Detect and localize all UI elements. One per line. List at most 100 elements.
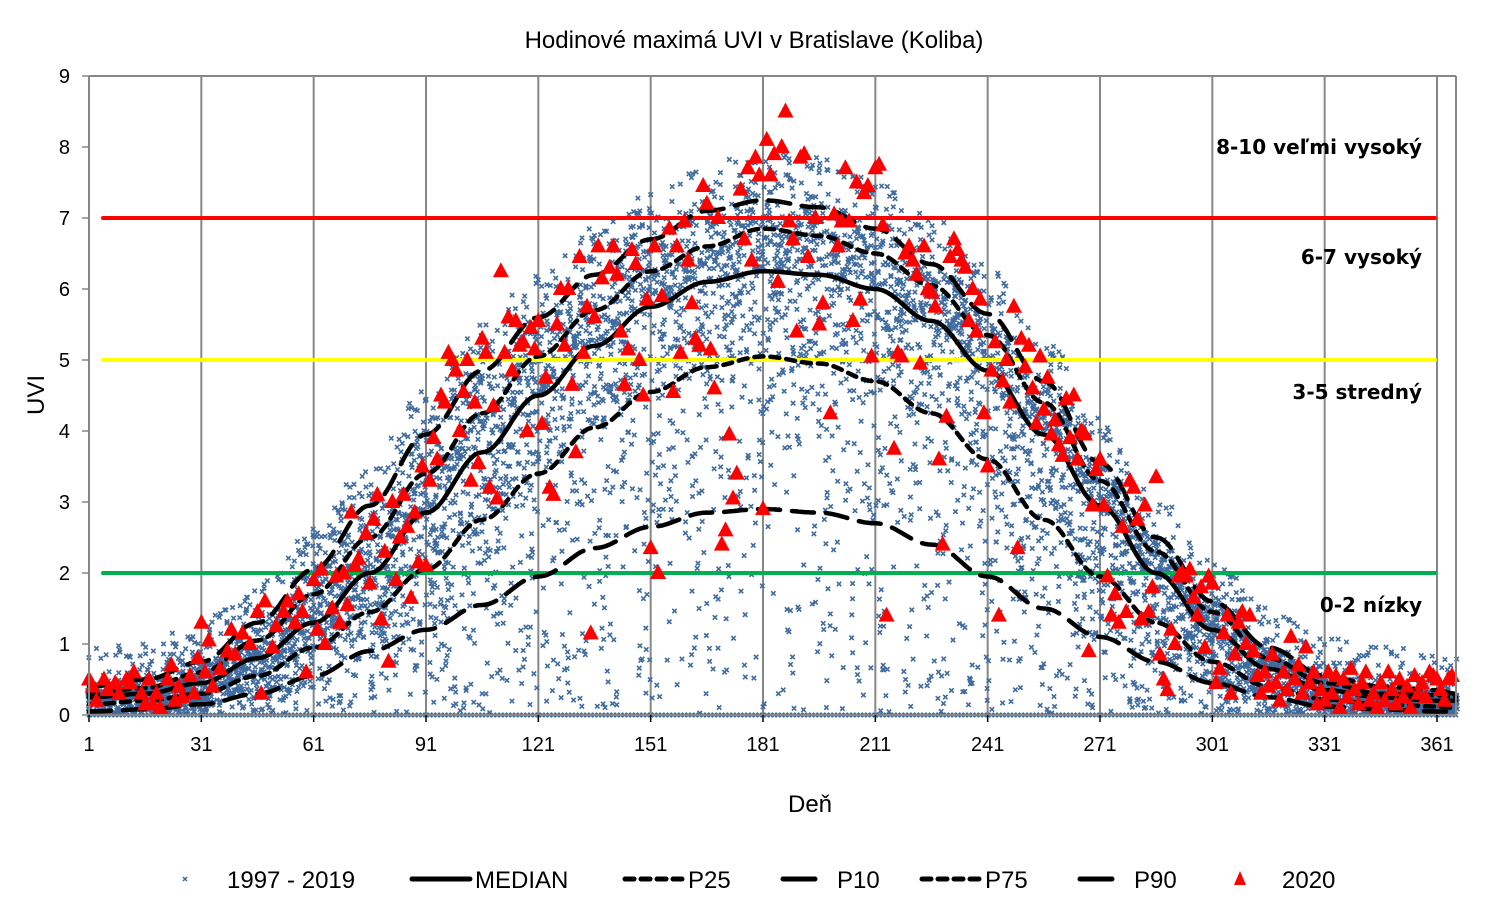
data-point-1997-2019: [356, 630, 362, 636]
data-point-1997-2019: [362, 550, 369, 556]
data-point-1997-2019: [470, 348, 477, 355]
data-point-1997-2019: [307, 650, 314, 657]
data-point-1997-2019: [370, 684, 376, 690]
data-point-1997-2019: [145, 667, 151, 673]
data-point-1997-2019: [224, 620, 230, 626]
data-point-1997-2019: [335, 507, 341, 513]
data-point-1997-2019: [253, 707, 259, 713]
data-point-1997-2019: [392, 672, 399, 678]
data-point-1997-2019: [455, 449, 462, 456]
data-point-1997-2019: [371, 693, 378, 700]
data-point-1997-2019: [391, 634, 397, 640]
data-point-1997-2019: [332, 581, 338, 588]
data-point-1997-2019: [445, 586, 452, 593]
data-point-1997-2019: [414, 663, 420, 669]
data-point-1997-2019: [370, 641, 376, 648]
data-point-1997-2019: [405, 433, 411, 440]
data-point-1997-2019: [310, 602, 317, 609]
data-point-1997-2019: [370, 564, 376, 570]
data-point-1997-2019: [336, 529, 343, 536]
data-point-1997-2019: [352, 672, 359, 679]
data-point-1997-2019: [462, 435, 469, 442]
data-point-1997-2019: [254, 631, 261, 637]
data-point-1997-2019: [448, 595, 455, 601]
data-point-1997-2019: [236, 700, 243, 706]
data-point-1997-2019: [434, 415, 441, 421]
data-point-1997-2019: [261, 585, 267, 592]
data-point-1997-2019: [373, 466, 380, 472]
data-point-1997-2019: [344, 542, 351, 548]
data-point-1997-2019: [308, 661, 315, 667]
data-point-1997-2019: [358, 626, 364, 632]
data-point-1997-2019: [373, 600, 380, 606]
data-point-1997-2019: [365, 542, 372, 549]
data-point-1997-2019: [342, 636, 349, 643]
data-point-1997-2019: [461, 700, 467, 706]
data-point-1997-2019: [452, 499, 458, 506]
data-point-1997-2019: [418, 452, 424, 459]
data-point-1997-2019: [432, 632, 438, 639]
data-point-1997-2019: [418, 533, 425, 540]
data-point-1997-2019: [324, 625, 331, 631]
data-point-1997-2019: [352, 586, 359, 593]
data-point-1997-2019: [115, 642, 122, 649]
data-point-1997-2019: [209, 619, 215, 625]
data-point-1997-2019: [440, 533, 447, 539]
data-point-1997-2019: [413, 581, 420, 587]
data-point-1997-2019: [465, 491, 471, 497]
data-point-1997-2019: [299, 561, 306, 567]
data-point-1997-2019: [411, 487, 418, 494]
data-point-1997-2019: [303, 551, 309, 558]
data-point-1997-2019: [444, 597, 451, 604]
data-point-1997-2019: [182, 646, 189, 652]
data-point-1997-2019: [326, 522, 333, 529]
data-point-1997-2019: [382, 592, 388, 598]
data-point-1997-2019: [285, 555, 292, 561]
data-point-1997-2019: [300, 630, 307, 636]
data-point-1997-2019: [362, 619, 368, 625]
data-point-1997-2019: [301, 536, 308, 542]
data-point-1997-2019: [459, 592, 465, 598]
data-point-1997-2019: [317, 636, 324, 642]
data-point-1997-2019: [234, 672, 240, 679]
data-point-1997-2019: [411, 537, 417, 543]
data-point-1997-2019: [243, 594, 250, 600]
data-point-1997-2019: [390, 563, 397, 569]
data-point-1997-2019: [444, 535, 450, 541]
data-point-1997-2019: [175, 670, 182, 676]
data-point-1997-2019: [434, 534, 441, 541]
data-point-1997-2019: [414, 483, 420, 490]
data-point-1997-2019: [352, 692, 358, 699]
data-point-1997-2019: [427, 531, 433, 538]
data-point-1997-2019: [315, 701, 322, 707]
data-point-1997-2019: [246, 696, 252, 703]
data-point-1997-2019: [147, 661, 153, 668]
data-point-1997-2019: [407, 546, 414, 552]
data-point-1997-2019: [283, 629, 290, 636]
data-point-1997-2019: [190, 665, 197, 671]
data-point-1997-2019: [473, 493, 479, 500]
data-point-1997-2019: [283, 674, 290, 680]
data-point-1997-2019: [456, 530, 462, 537]
data-point-1997-2019: [443, 658, 449, 664]
data-point-1997-2019: [299, 616, 306, 623]
data-point-1997-2019: [314, 533, 320, 540]
data-point-1997-2019: [446, 478, 452, 484]
data-point-1997-2019: [408, 405, 415, 411]
data-point-1997-2019: [356, 655, 362, 662]
data-point-1997-2019: [409, 464, 415, 471]
data-point-1997-2019: [409, 451, 415, 457]
data-point-1997-2019: [322, 576, 329, 582]
data-point-1997-2019: [300, 683, 307, 689]
data-point-1997-2019: [420, 419, 427, 425]
data-point-1997-2019: [331, 505, 338, 511]
data-point-1997-2019: [438, 641, 445, 647]
data-point-1997-2019: [360, 633, 366, 640]
data-point-1997-2019: [331, 526, 337, 532]
data-point-1997-2019: [384, 563, 391, 570]
data-point-1997-2019: [265, 681, 272, 687]
data-point-1997-2019: [236, 614, 243, 621]
data-point-1997-2019: [330, 696, 336, 703]
data-point-1997-2019: [424, 497, 431, 504]
data-point-1997-2019: [406, 400, 413, 407]
